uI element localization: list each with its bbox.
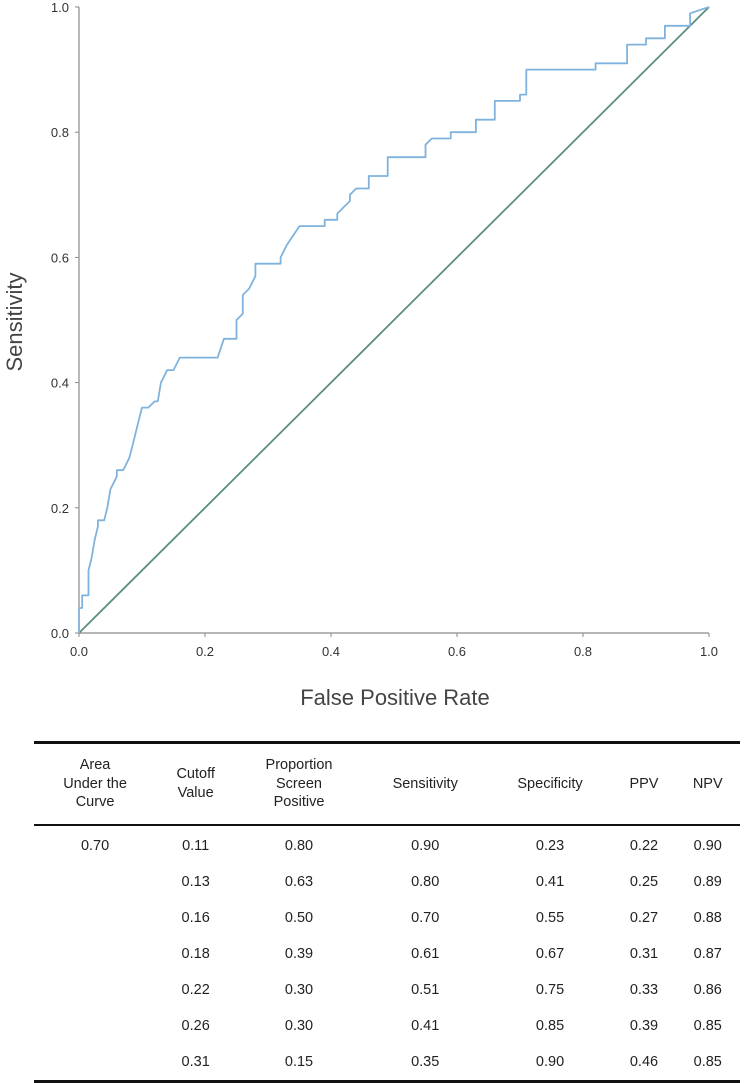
table-cell: 0.70	[80, 838, 110, 854]
y-tick-label: 0.4	[51, 376, 69, 391]
x-tick-label: 0.8	[574, 644, 592, 659]
table-cell: 0.70	[411, 910, 440, 926]
reference-line-line	[78, 6, 710, 634]
table-header: Area Under the Curve Cutoff Value Proportion S…	[34, 742, 741, 826]
column-header-line: Screen	[276, 775, 322, 792]
table-cell: 0.46	[629, 1054, 659, 1070]
column-header-line: NPV	[692, 775, 723, 792]
table-cell: 0.30	[284, 982, 314, 998]
table-cell: 0.26	[181, 1018, 210, 1034]
x-tick-label: 1.0	[700, 644, 718, 659]
table-cell: 0.31	[181, 1054, 210, 1070]
column-header: Specificity	[488, 743, 613, 826]
table-cell: 0.22	[629, 838, 659, 854]
table-cell	[34, 900, 156, 936]
table-cell: 0.50	[284, 910, 314, 926]
table-cell: 0.85	[693, 1054, 722, 1070]
x-tick-label: 0.6	[448, 644, 466, 659]
column-header: Area Under the Curve	[34, 743, 156, 826]
table-cell: 0.15	[284, 1054, 314, 1070]
column-header: PPV	[612, 743, 675, 826]
table-cell: 0.41	[535, 874, 565, 890]
column-header-line: Sensitivity	[392, 775, 458, 792]
tick-labels: 0.0 0.2 0.4 0.6 0.8 1.0 0.0 0.2 0.4 0.6 0.8 1.0	[51, 0, 718, 659]
column-header-line: PPV	[629, 775, 659, 792]
x-axis-title: False Positive Rate	[300, 685, 490, 710]
y-tick-label: 0.0	[51, 626, 69, 641]
table-cell	[34, 972, 156, 1008]
table-row: 0.18 0.39 0.61 0.67 0.31 0.87	[34, 936, 740, 972]
table-cell	[34, 936, 156, 972]
table-cell: 0.35	[411, 1054, 440, 1070]
table-cell: 0.67	[535, 946, 565, 962]
table-cell: 0.75	[535, 982, 565, 998]
column-header-line: Under the	[63, 775, 127, 792]
column-header: Sensitivity	[363, 743, 488, 826]
column-header: Proportion Screen Positive	[235, 743, 363, 826]
table-row: 0.16 0.50 0.70 0.55 0.27 0.88	[34, 900, 740, 936]
x-tick-label: 0.0	[70, 644, 88, 659]
table-cell: 0.18	[181, 946, 210, 962]
table-cell: 0.27	[629, 910, 659, 926]
table-cell: 0.11	[182, 838, 210, 854]
column-header-line: Proportion	[265, 756, 333, 773]
table-cell: 0.88	[693, 910, 722, 926]
table-row: 0.26 0.30 0.41 0.85 0.39 0.85	[34, 1008, 740, 1044]
table-row: 0.22 0.30 0.51 0.75 0.33 0.86	[34, 972, 740, 1008]
table-cell: 0.30	[284, 1018, 314, 1034]
table-body: 0.70 0.11 0.80 0.90 0.23 0.22 0.90 0.13 0.63 0.80…	[34, 825, 740, 1082]
table-cell: 0.80	[284, 838, 314, 854]
table-cell: 0.25	[629, 874, 659, 890]
roc-statistics-table: Area Under the Curve Cutoff Value Proportion S…	[34, 741, 740, 1083]
table-cell: 0.39	[284, 946, 314, 962]
table-cell: 0.90	[411, 838, 440, 854]
table-cell: 0.61	[411, 946, 440, 962]
table-row: 0.70 0.11 0.80 0.90 0.23 0.22 0.90	[34, 825, 740, 864]
roc-chart: 0.0 0.2 0.4 0.6 0.8 1.0 0.0 0.2 0.4 0.6 0.8 1.0 Fal…	[2, 0, 718, 710]
chart-series	[78, 6, 710, 634]
column-header: Cutoff Value	[156, 743, 235, 826]
table-cell: 0.55	[535, 910, 565, 926]
table-cell: 0.22	[181, 982, 210, 998]
table-row: 0.13 0.63 0.80 0.41 0.25 0.89	[34, 864, 740, 900]
x-tick-label: 0.2	[196, 644, 214, 659]
table-cell: 0.16	[181, 910, 210, 926]
table-cell	[34, 1044, 156, 1082]
table-cell: 0.31	[629, 946, 659, 962]
column-header: NPV	[676, 743, 741, 826]
table-cell: 0.13	[181, 874, 210, 890]
table-cell: 0.90	[693, 838, 722, 854]
column-header-line: Specificity	[517, 775, 583, 792]
table-cell: 0.85	[693, 1018, 722, 1034]
y-tick-label: 0.6	[51, 250, 69, 265]
chart-axes	[78, 7, 709, 634]
table-cell: 0.33	[629, 982, 659, 998]
table-cell: 0.63	[284, 874, 314, 890]
table-row: 0.31 0.15 0.35 0.90 0.46 0.85	[34, 1044, 740, 1082]
table-cell: 0.23	[535, 838, 565, 854]
column-header-line: Curve	[75, 794, 115, 811]
table-cell	[34, 864, 156, 900]
y-axis-title: Sensitivity	[2, 272, 27, 371]
table-cell: 0.39	[629, 1018, 659, 1034]
table-cell: 0.51	[411, 982, 440, 998]
column-header-line: Positive	[273, 794, 325, 811]
table-cell: 0.87	[693, 946, 722, 962]
x-tick-label: 0.4	[322, 644, 340, 659]
table-cell: 0.41	[411, 1018, 440, 1034]
roc-curve-line	[78, 6, 710, 633]
y-tick-label: 0.2	[51, 501, 69, 516]
column-header-line: Area	[79, 756, 111, 773]
table-cell: 0.85	[535, 1018, 565, 1034]
table-cell: 0.86	[693, 982, 722, 998]
table-cell: 0.89	[693, 874, 722, 890]
column-header-line: Cutoff	[176, 766, 215, 783]
table-header-row: Area Under the Curve Cutoff Value Proportion S…	[34, 742, 741, 826]
table-cell: 0.80	[411, 874, 440, 890]
column-header-line: Value	[177, 785, 214, 801]
y-tick-label: 1.0	[51, 0, 69, 15]
table-cell	[34, 1008, 156, 1044]
table-cell: 0.90	[535, 1054, 565, 1070]
y-tick-label: 0.8	[51, 125, 69, 140]
